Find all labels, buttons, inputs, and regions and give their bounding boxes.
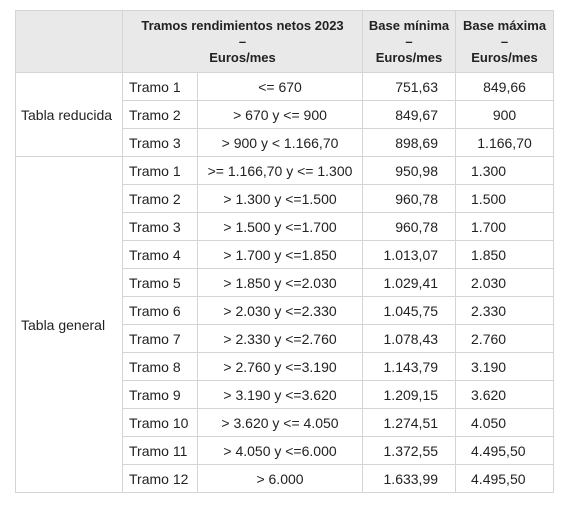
table-cell: > 1.300 y <=1.500 — [196, 184, 364, 213]
table-cell: 1.078,43 — [362, 324, 457, 353]
table-cell: Tramo 4 — [122, 240, 198, 269]
table-row: Tramo 5 > 1.850 y <=2.030 1.029,41 2.030 — [16, 268, 555, 297]
table-cell: 960,78 — [362, 184, 457, 213]
table-row: Tramo 2 > 670 y <= 900 849,67 900 — [16, 100, 555, 129]
table-cell: > 670 y <= 900 — [196, 100, 364, 129]
header-line: Base mínima — [368, 17, 450, 33]
table-cell: <= 670 — [196, 72, 364, 101]
header-line: Base máxima — [462, 17, 547, 33]
table-cell: Tramo 1 — [122, 72, 198, 101]
header-line: Euros/mes — [375, 49, 443, 65]
table-cell: Tramo 8 — [122, 352, 198, 381]
table-cell: Tramo 10 — [122, 408, 198, 437]
table-cell: 898,69 — [362, 128, 457, 157]
header-line: – — [405, 33, 413, 49]
table-cell: 4.050 — [455, 408, 555, 437]
table-cell: 3.190 — [455, 352, 555, 381]
table-cell: 751,63 — [362, 72, 457, 101]
table-cell: Tramo 2 — [122, 184, 198, 213]
table-cell: > 3.190 y <=3.620 — [196, 380, 364, 409]
table-cell: 1.850 — [455, 240, 555, 269]
table-cell: > 3.620 y <= 4.050 — [196, 408, 364, 437]
header-line: Euros/mes — [471, 49, 538, 65]
group-label: Tabla reducida — [15, 72, 123, 157]
table-row: Tramo 11 > 4.050 y <=6.000 1.372,55 4.495,5… — [16, 436, 555, 465]
contribution-table: Tramos rendimientos netos 2023– Euros/mes… — [15, 10, 555, 493]
table-row: Tramo 7 > 2.330 y <=2.760 1.078,43 2.760 — [16, 324, 555, 353]
table-row: Tramo 12 > 6.000 1.633,99 4.495,50 — [16, 464, 555, 493]
table-cell: 1.274,51 — [362, 408, 457, 437]
header-cell: Base máxima – Euros/mes — [455, 10, 555, 73]
group-label: Tabla general — [15, 156, 123, 493]
table-row: Tramo 3 > 900 y < 1.166,70 898,69 1.166,70 — [16, 128, 555, 157]
table-cell: 1.013,07 — [362, 240, 457, 269]
table-cell: 1.029,41 — [362, 268, 457, 297]
header-line: Tramos rendimientos netos 2023 — [141, 17, 344, 33]
table-cell: > 2.760 y <=3.190 — [196, 352, 364, 381]
table-cell: > 6.000 — [196, 464, 364, 493]
table-cell: 900 — [455, 100, 555, 129]
table-cell: Tramo 11 — [122, 436, 198, 465]
table-cell: > 1.700 y <=1.850 — [196, 240, 364, 269]
table-header: Tramos rendimientos netos 2023– Euros/mes… — [15, 10, 555, 73]
table-row: Tramo 2 > 1.300 y <=1.500 960,78 1.500 — [16, 184, 555, 213]
table-cell: Tramo 3 — [122, 212, 198, 241]
table-cell: 1.143,79 — [362, 352, 457, 381]
table-cell: 1.500 — [455, 184, 555, 213]
table-cell: 2.760 — [455, 324, 555, 353]
table-cell: > 2.330 y <=2.760 — [196, 324, 364, 353]
table-body: Tabla reducida Tramo 1 <= 670 751,63 849,66 T… — [15, 72, 555, 493]
table-cell: Tramo 12 — [122, 464, 198, 493]
table-cell: 849,67 — [362, 100, 457, 129]
header-line: – — [238, 33, 247, 49]
table-cell: Tramo 3 — [122, 128, 198, 157]
table-cell: Tramo 6 — [122, 296, 198, 325]
table-cell: 1.045,75 — [362, 296, 457, 325]
table-cell: 1.209,15 — [362, 380, 457, 409]
header-cell: Tramos rendimientos netos 2023– Euros/mes — [121, 10, 364, 73]
table-cell: Tramo 9 — [122, 380, 198, 409]
table-cell: 960,78 — [362, 212, 457, 241]
table-row: Tabla general Tramo 1 >= 1.166,70 y <= 1.3… — [15, 156, 555, 493]
table-cell: 4.495,50 — [455, 464, 555, 493]
table-cell: 1.700 — [455, 212, 555, 241]
table-cell: 4.495,50 — [455, 436, 555, 465]
table-cell: > 2.030 y <=2.330 — [196, 296, 364, 325]
header-row: Tramos rendimientos netos 2023– Euros/mes… — [15, 10, 555, 73]
table-cell: Tramo 1 — [122, 156, 198, 185]
table-cell: 950,98 — [362, 156, 457, 185]
table-cell: 2.030 — [455, 268, 555, 297]
table-row: Tramo 10 > 3.620 y <= 4.050 1.274,51 4.050 — [16, 408, 555, 437]
table-row: Tabla reducida Tramo 1 <= 670 751,63 849,66 — [15, 72, 555, 157]
table-cell: > 900 y < 1.166,70 — [196, 128, 364, 157]
table-cell: 1.633,99 — [362, 464, 457, 493]
table-cell: > 1.500 y <=1.700 — [196, 212, 364, 241]
table-cell: > 1.850 y <=2.030 — [196, 268, 364, 297]
table-cell: Tramo 5 — [122, 268, 198, 297]
table-cell: 1.166,70 — [455, 128, 555, 157]
table-cell: 1.372,55 — [362, 436, 457, 465]
header-line: – — [500, 33, 509, 49]
table-cell: Tramo 7 — [122, 324, 198, 353]
table-cell: Tramo 2 — [122, 100, 198, 129]
table-cell: 3.620 — [455, 380, 555, 409]
table-row: Tramo 6 > 2.030 y <=2.330 1.045,75 2.330 — [16, 296, 555, 325]
table-row: Tramo 4 > 1.700 y <=1.850 1.013,07 1.850 — [16, 240, 555, 269]
table-cell: 2.330 — [455, 296, 555, 325]
header-line: Euros/mes — [209, 49, 276, 65]
table-row: Tramo 3 > 1.500 y <=1.700 960,78 1.700 — [16, 212, 555, 241]
header-cell: Base mínima – Euros/mes — [362, 10, 457, 73]
table-cell: 1.300 — [455, 156, 555, 185]
table-cell: > 4.050 y <=6.000 — [196, 436, 364, 465]
table-cell: 849,66 — [455, 72, 555, 101]
table-cell: >= 1.166,70 y <= 1.300 — [196, 156, 364, 185]
header-empty — [15, 10, 123, 73]
